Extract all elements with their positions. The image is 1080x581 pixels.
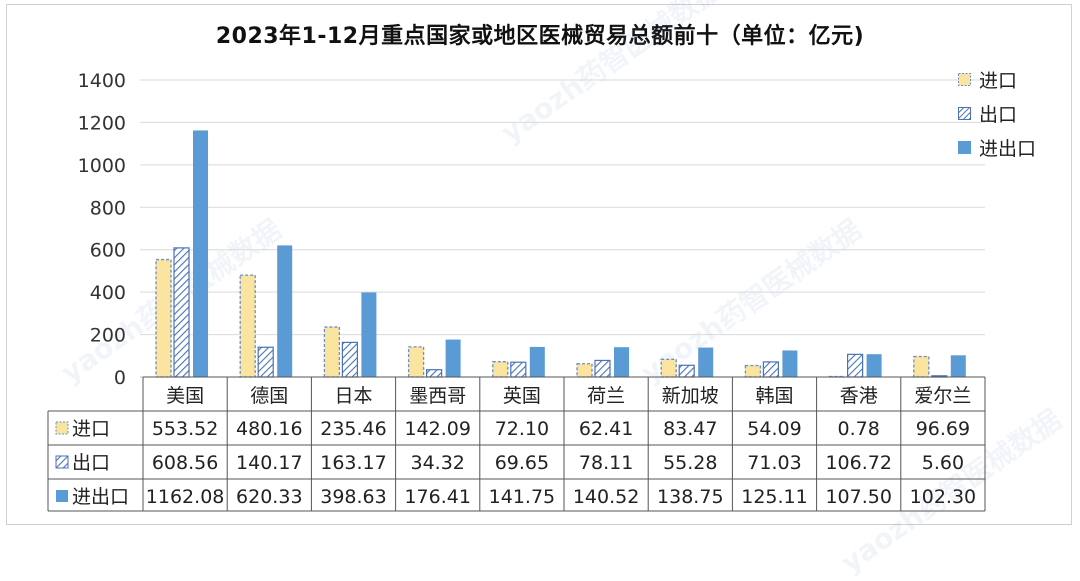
data-label: 83.47	[663, 418, 717, 440]
data-label: 69.65	[495, 452, 549, 474]
y-tick-label: 400	[90, 282, 126, 304]
bar-import	[239, 274, 256, 378]
data-label: 106.72	[825, 452, 891, 474]
bar-export	[594, 359, 611, 378]
legend-label-import: 进口	[979, 69, 1018, 92]
y-tick-label: 800	[90, 197, 126, 219]
row-label: 进口	[72, 418, 110, 440]
category-label: 英国	[503, 385, 541, 407]
data-label: 5.60	[922, 452, 964, 474]
bar-export	[341, 341, 358, 378]
bar-import	[407, 346, 425, 378]
data-label: 34.32	[410, 452, 464, 474]
bar-import	[155, 258, 172, 378]
data-label: 620.33	[236, 486, 302, 508]
data-label: 141.75	[489, 486, 555, 508]
bar-import	[913, 355, 930, 378]
category-label: 香港	[840, 385, 878, 407]
data-label: 107.50	[825, 486, 891, 508]
bar-export	[426, 369, 443, 378]
import-swatch	[958, 72, 971, 86]
bar-export	[846, 353, 864, 378]
bar-export	[762, 361, 780, 378]
y-tick-label: 200	[90, 325, 126, 347]
bar-total	[193, 130, 208, 377]
data-label: 71.03	[747, 452, 801, 474]
data-label: 608.56	[152, 452, 218, 474]
data-label: 553.52	[152, 418, 218, 440]
bar-export	[257, 346, 274, 378]
y-tick-label: 1400	[78, 70, 126, 92]
legend: 进口 出口 进出口	[958, 62, 1036, 164]
data-label: 176.41	[404, 486, 470, 508]
data-label: 138.75	[657, 486, 723, 508]
data-label: 102.30	[910, 486, 976, 508]
row-swatch-export	[55, 455, 69, 469]
bar-total	[529, 346, 545, 377]
chart-title: 2023年1-12月重点国家或地区医械贸易总额前十（单位：亿元)	[215, 24, 865, 49]
export-swatch	[958, 106, 971, 120]
category-label: 荷兰	[587, 385, 625, 407]
data-label: 480.16	[236, 418, 302, 440]
row-swatch-total	[56, 490, 68, 502]
bar-total	[950, 355, 966, 377]
bar-total	[698, 347, 714, 377]
category-label: 美国	[166, 385, 204, 407]
legend-item-total: 进出口	[958, 130, 1036, 164]
data-label: 398.63	[320, 486, 386, 508]
legend-label-export: 出口	[979, 103, 1018, 126]
bar-total	[782, 350, 798, 377]
category-label: 新加坡	[662, 385, 719, 407]
data-label: 140.17	[236, 452, 302, 474]
bar-total	[614, 347, 629, 377]
row-label: 进出口	[72, 486, 129, 508]
bar-import	[744, 364, 762, 378]
bar-export	[510, 361, 527, 378]
y-tick-label: 600	[90, 240, 126, 262]
data-label: 78.11	[579, 452, 633, 474]
data-label: 96.69	[916, 418, 970, 440]
data-label: 1162.08	[146, 486, 225, 508]
data-label: 125.11	[741, 486, 807, 508]
legend-item-export: 出口	[958, 96, 1036, 130]
bar-import	[323, 326, 341, 378]
legend-item-import: 进口	[958, 62, 1036, 96]
bar-import	[492, 361, 509, 378]
category-label: 日本	[334, 385, 372, 407]
bar-total	[866, 354, 882, 377]
data-label: 142.09	[404, 418, 470, 440]
category-label: 爱尔兰	[914, 385, 971, 407]
chart-svg: 0 200 400 600 800 1000 1200 1400 美国 德国 日本 墨西哥 英国 荷兰 新加…	[47, 70, 986, 512]
row-swatch-import	[55, 421, 69, 435]
data-label: 55.28	[663, 452, 717, 474]
legend-label-total: 进出口	[979, 137, 1037, 160]
data-label: 235.46	[320, 418, 386, 440]
bar-total	[361, 292, 377, 377]
category-label: 韩国	[755, 385, 793, 407]
y-tick-label: 1200	[78, 112, 126, 134]
row-label: 出口	[72, 452, 110, 474]
category-label: 德国	[250, 385, 288, 407]
category-label: 墨西哥	[409, 385, 466, 407]
data-label: 62.41	[579, 418, 633, 440]
total-swatch	[958, 140, 971, 154]
data-label: 140.52	[573, 486, 639, 508]
bar-export	[678, 364, 695, 378]
data-label: 72.10	[495, 418, 549, 440]
bar-import	[576, 363, 593, 378]
data-label: 54.09	[747, 418, 801, 440]
data-label: 0.78	[838, 418, 880, 440]
bar-export	[173, 247, 190, 378]
bar-total	[445, 339, 461, 377]
y-tick-label: 0	[114, 367, 126, 389]
bar-total	[277, 245, 293, 377]
y-tick-label: 1000	[78, 155, 126, 177]
bar-import	[660, 358, 677, 378]
data-label: 163.17	[320, 452, 386, 474]
